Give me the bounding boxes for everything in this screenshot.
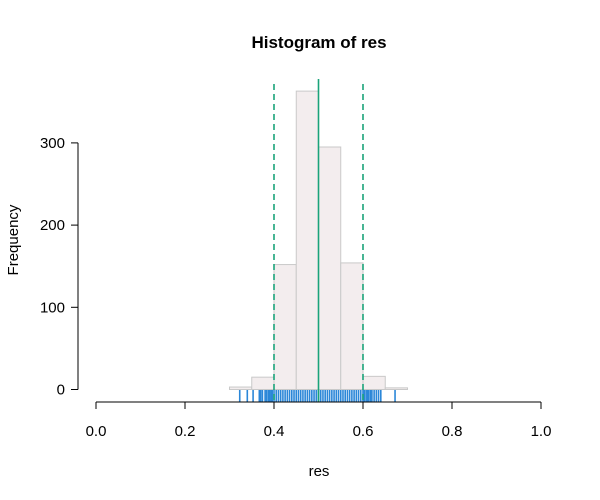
y-tick-label: 300 bbox=[40, 135, 65, 152]
histogram-bar bbox=[229, 386, 253, 390]
rug-marks bbox=[238, 390, 396, 402]
y-axis: 0 100 200 300 bbox=[40, 135, 79, 399]
x-tick-label: 0.2 bbox=[175, 423, 196, 440]
y-tick-label: 200 bbox=[40, 217, 65, 234]
chart-title: Histogram of res bbox=[251, 33, 386, 52]
histogram-bar bbox=[384, 387, 408, 390]
histogram-bar bbox=[362, 375, 386, 390]
x-tick-label: 1.0 bbox=[531, 423, 552, 440]
histogram-bar bbox=[251, 376, 275, 391]
histogram-bar bbox=[340, 262, 364, 390]
x-tick-label: 0.4 bbox=[264, 423, 285, 440]
y-tick-label: 0 bbox=[57, 382, 65, 399]
y-axis-label: Frequency bbox=[5, 204, 22, 275]
x-axis: 0.0 0.2 0.4 0.6 0.8 1.0 bbox=[86, 401, 552, 440]
x-tick-label: 0.6 bbox=[353, 423, 374, 440]
x-tick-label: 0.8 bbox=[442, 423, 463, 440]
y-tick-label: 100 bbox=[40, 299, 65, 316]
x-axis-label: res bbox=[309, 463, 330, 480]
x-tick-label: 0.0 bbox=[86, 423, 107, 440]
histogram-bar bbox=[295, 90, 319, 390]
reference-lines bbox=[273, 79, 364, 402]
histogram-bar bbox=[318, 146, 342, 390]
histogram-bar bbox=[273, 264, 297, 390]
